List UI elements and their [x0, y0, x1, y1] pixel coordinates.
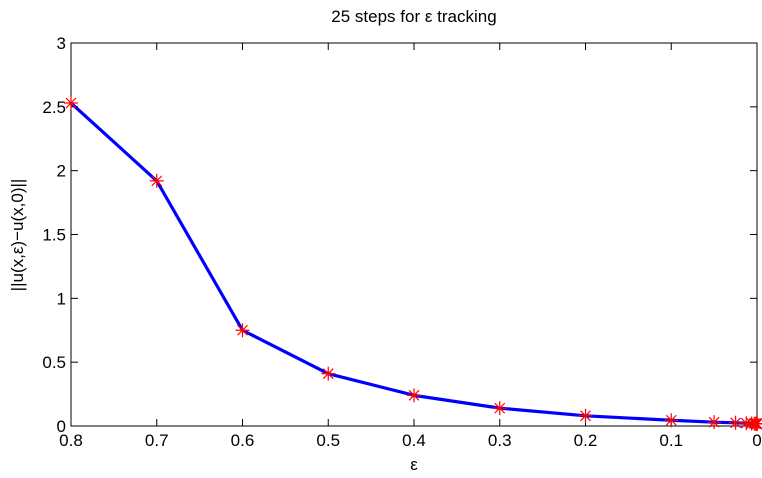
x-tick-label: 0.5: [316, 431, 340, 450]
y-tick-label: 2.5: [42, 98, 66, 117]
data-point-marker: [407, 388, 421, 403]
y-tick-label: 1.5: [42, 226, 66, 245]
x-tick-label: 0.6: [231, 431, 255, 450]
data-point-marker: [578, 408, 593, 423]
y-tick-label: 1: [57, 289, 66, 308]
x-axis-title: ε: [410, 455, 418, 474]
chart-title: 25 steps for ε tracking: [331, 7, 496, 26]
data-point-marker: [149, 173, 164, 188]
x-tick-label: 0.7: [145, 431, 169, 450]
y-axis-title: ||u(x,ε)−u(x,0)||: [8, 179, 27, 292]
x-tick-label: 0.8: [59, 431, 83, 450]
y-tick-label: 2: [57, 162, 66, 181]
data-point-marker: [749, 416, 762, 431]
data-point-marker: [728, 415, 743, 430]
y-tick-label: 0.5: [42, 353, 66, 372]
data-point-marker: [664, 413, 679, 428]
data-point-marker: [64, 96, 78, 111]
data-point-marker: [321, 366, 336, 381]
y-tick-label: 3: [57, 34, 66, 53]
x-tick-label: 0.2: [574, 431, 598, 450]
x-tick-label: 0.3: [488, 431, 512, 450]
data-point-marker: [707, 415, 722, 430]
plot-area: 0.8 0.7 0.6 0.5 0.4 0.3 0.2 0.1 0 0 0.5 1 1.5 2 2.5 3: [42, 34, 762, 450]
data-point-marker: [492, 401, 507, 416]
y-tick-label: 0: [57, 417, 66, 436]
data-point-marker: [235, 323, 250, 338]
x-tick-label: 0: [752, 431, 761, 450]
x-tick-label: 0.1: [659, 431, 683, 450]
x-tick-label: 0.4: [402, 431, 426, 450]
